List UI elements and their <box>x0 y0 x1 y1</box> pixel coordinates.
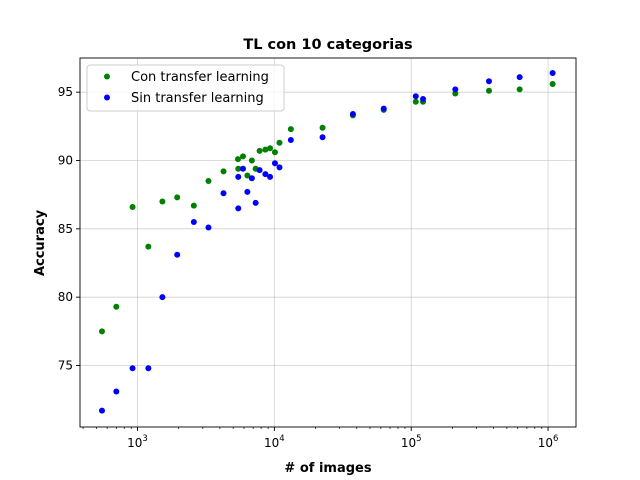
x-axis-label: # of images <box>284 461 371 476</box>
data-point <box>271 160 278 167</box>
data-point <box>256 167 263 174</box>
data-point <box>174 251 181 258</box>
data-point <box>190 202 197 209</box>
data-point <box>205 178 212 184</box>
data-point <box>549 70 556 77</box>
data-point <box>248 175 255 182</box>
data-point <box>235 165 242 172</box>
data-point <box>485 78 492 85</box>
data-point <box>190 219 197 225</box>
x-tick-label: 106 <box>538 434 559 450</box>
data-point <box>262 146 269 153</box>
y-tick-label: 80 <box>58 290 73 304</box>
legend-label-sin-transfer: Sin transfer learning <box>131 91 264 106</box>
data-point <box>319 134 326 141</box>
data-point <box>276 139 283 146</box>
plot-frame <box>79 57 577 428</box>
series-sin-transfer <box>98 70 556 414</box>
data-point <box>256 147 263 154</box>
x-tick-label: 103 <box>127 434 148 450</box>
data-point <box>129 365 136 372</box>
data-point <box>240 165 247 172</box>
data-point <box>267 145 274 152</box>
data-point <box>485 87 492 94</box>
data-point <box>412 98 419 105</box>
data-point <box>159 198 166 205</box>
data-point <box>113 303 120 310</box>
data-point <box>420 96 427 102</box>
x-tick-label: 104 <box>264 434 285 450</box>
legend-label-con-transfer: Con transfer learning <box>131 70 269 85</box>
legend: Con transfer learning Sin transfer learn… <box>86 64 285 112</box>
data-point <box>271 149 278 156</box>
y-tick-label: 90 <box>58 154 73 168</box>
data-point <box>252 199 259 206</box>
data-point <box>287 126 294 133</box>
data-point <box>220 168 227 175</box>
data-point <box>129 203 136 210</box>
y-tick-label: 85 <box>58 222 73 236</box>
data-point <box>159 294 166 301</box>
axis-ticks: 103 104 105 106 75 80 85 90 95 <box>58 85 559 450</box>
data-point <box>244 172 251 179</box>
x-tick-label: 105 <box>401 434 422 450</box>
data-point <box>235 205 242 212</box>
data-point <box>244 188 251 195</box>
data-point <box>248 157 255 164</box>
y-axis-label: Accuracy <box>33 209 48 276</box>
legend-box <box>86 64 285 112</box>
data-point <box>452 90 459 97</box>
data-point <box>262 171 269 178</box>
y-tick-label: 75 <box>58 359 73 373</box>
data-point <box>98 328 105 335</box>
data-point <box>287 137 294 143</box>
data-point <box>98 407 105 414</box>
data-point <box>319 124 326 131</box>
legend-marker-con-transfer <box>104 73 110 80</box>
data-points <box>98 70 556 414</box>
data-point <box>145 243 152 250</box>
data-point <box>516 86 523 93</box>
data-point <box>276 164 283 171</box>
data-point <box>235 173 242 180</box>
data-point <box>145 365 152 372</box>
data-point <box>174 194 181 201</box>
data-point <box>549 80 556 87</box>
data-point <box>452 86 459 93</box>
legend-marker-sin-transfer <box>104 94 110 101</box>
data-point <box>516 74 523 81</box>
data-point <box>380 105 387 112</box>
data-point <box>240 153 247 160</box>
data-point <box>220 190 227 197</box>
data-point <box>267 173 274 180</box>
data-point <box>349 111 356 118</box>
y-tick-label: 95 <box>58 85 73 99</box>
data-point <box>234 156 241 163</box>
data-point <box>113 388 120 395</box>
data-point <box>205 224 212 231</box>
data-point <box>412 93 419 100</box>
chart-title: TL con 10 categorias <box>243 37 412 53</box>
